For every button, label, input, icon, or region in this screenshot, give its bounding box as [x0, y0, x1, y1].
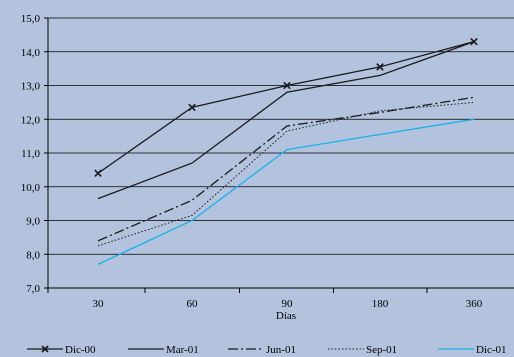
legend-item: Dic-01 [438, 344, 507, 356]
series-line-jun-01 [97, 96, 475, 242]
x-tick-label: 90 [282, 298, 294, 310]
x-tick-label: 60 [187, 298, 199, 310]
x-tick-label: 30 [93, 298, 105, 310]
legend-item: Dic-00 [27, 344, 96, 356]
legend-label: Sep-01 [366, 344, 397, 356]
y-tick-label: 7,0 [26, 283, 40, 295]
legend-label: Jun-01 [266, 344, 296, 356]
axes [47, 18, 514, 289]
data-point-marker [376, 63, 384, 71]
legend-label: Dic-01 [476, 344, 507, 356]
data-point-marker [188, 103, 196, 112]
x-tick-label: 360 [466, 298, 483, 310]
y-tick-label: 15,0 [21, 13, 41, 25]
series-lines [94, 37, 478, 265]
series-line-dic-01 [97, 118, 475, 265]
y-tick-label: 14,0 [21, 47, 41, 59]
x-axis-label: Días [276, 310, 296, 322]
y-tick-label: 13,0 [21, 81, 41, 93]
x-tick-label: 180 [372, 298, 389, 310]
data-point-marker [283, 81, 291, 90]
legend: Dic-00 Mar-01 Jun-01 Sep-01 Dic-01 [27, 344, 507, 356]
x-tick-labels: 30 60 90 180 360 [93, 298, 483, 310]
legend-label: Dic-00 [65, 344, 96, 356]
y-tick-label: 12,0 [21, 114, 41, 126]
series-line-sep-01 [97, 101, 475, 247]
legend-item: Jun-01 [228, 344, 296, 356]
data-point-marker [94, 169, 102, 178]
legend-item: Mar-01 [128, 344, 199, 356]
legend-label: Mar-01 [166, 344, 199, 356]
series-line-mar-01 [97, 40, 475, 200]
y-tick-labels: 7,0 8,0 9,0 10,0 11,0 12,0 13,0 14,0 15,0 [21, 13, 41, 295]
y-tick-label: 11,0 [21, 148, 40, 160]
y-tick-label: 9,0 [26, 216, 40, 228]
y-tick-label: 8,0 [26, 249, 40, 261]
y-tick-label: 10,0 [21, 182, 41, 194]
legend-item: Sep-01 [328, 344, 397, 356]
